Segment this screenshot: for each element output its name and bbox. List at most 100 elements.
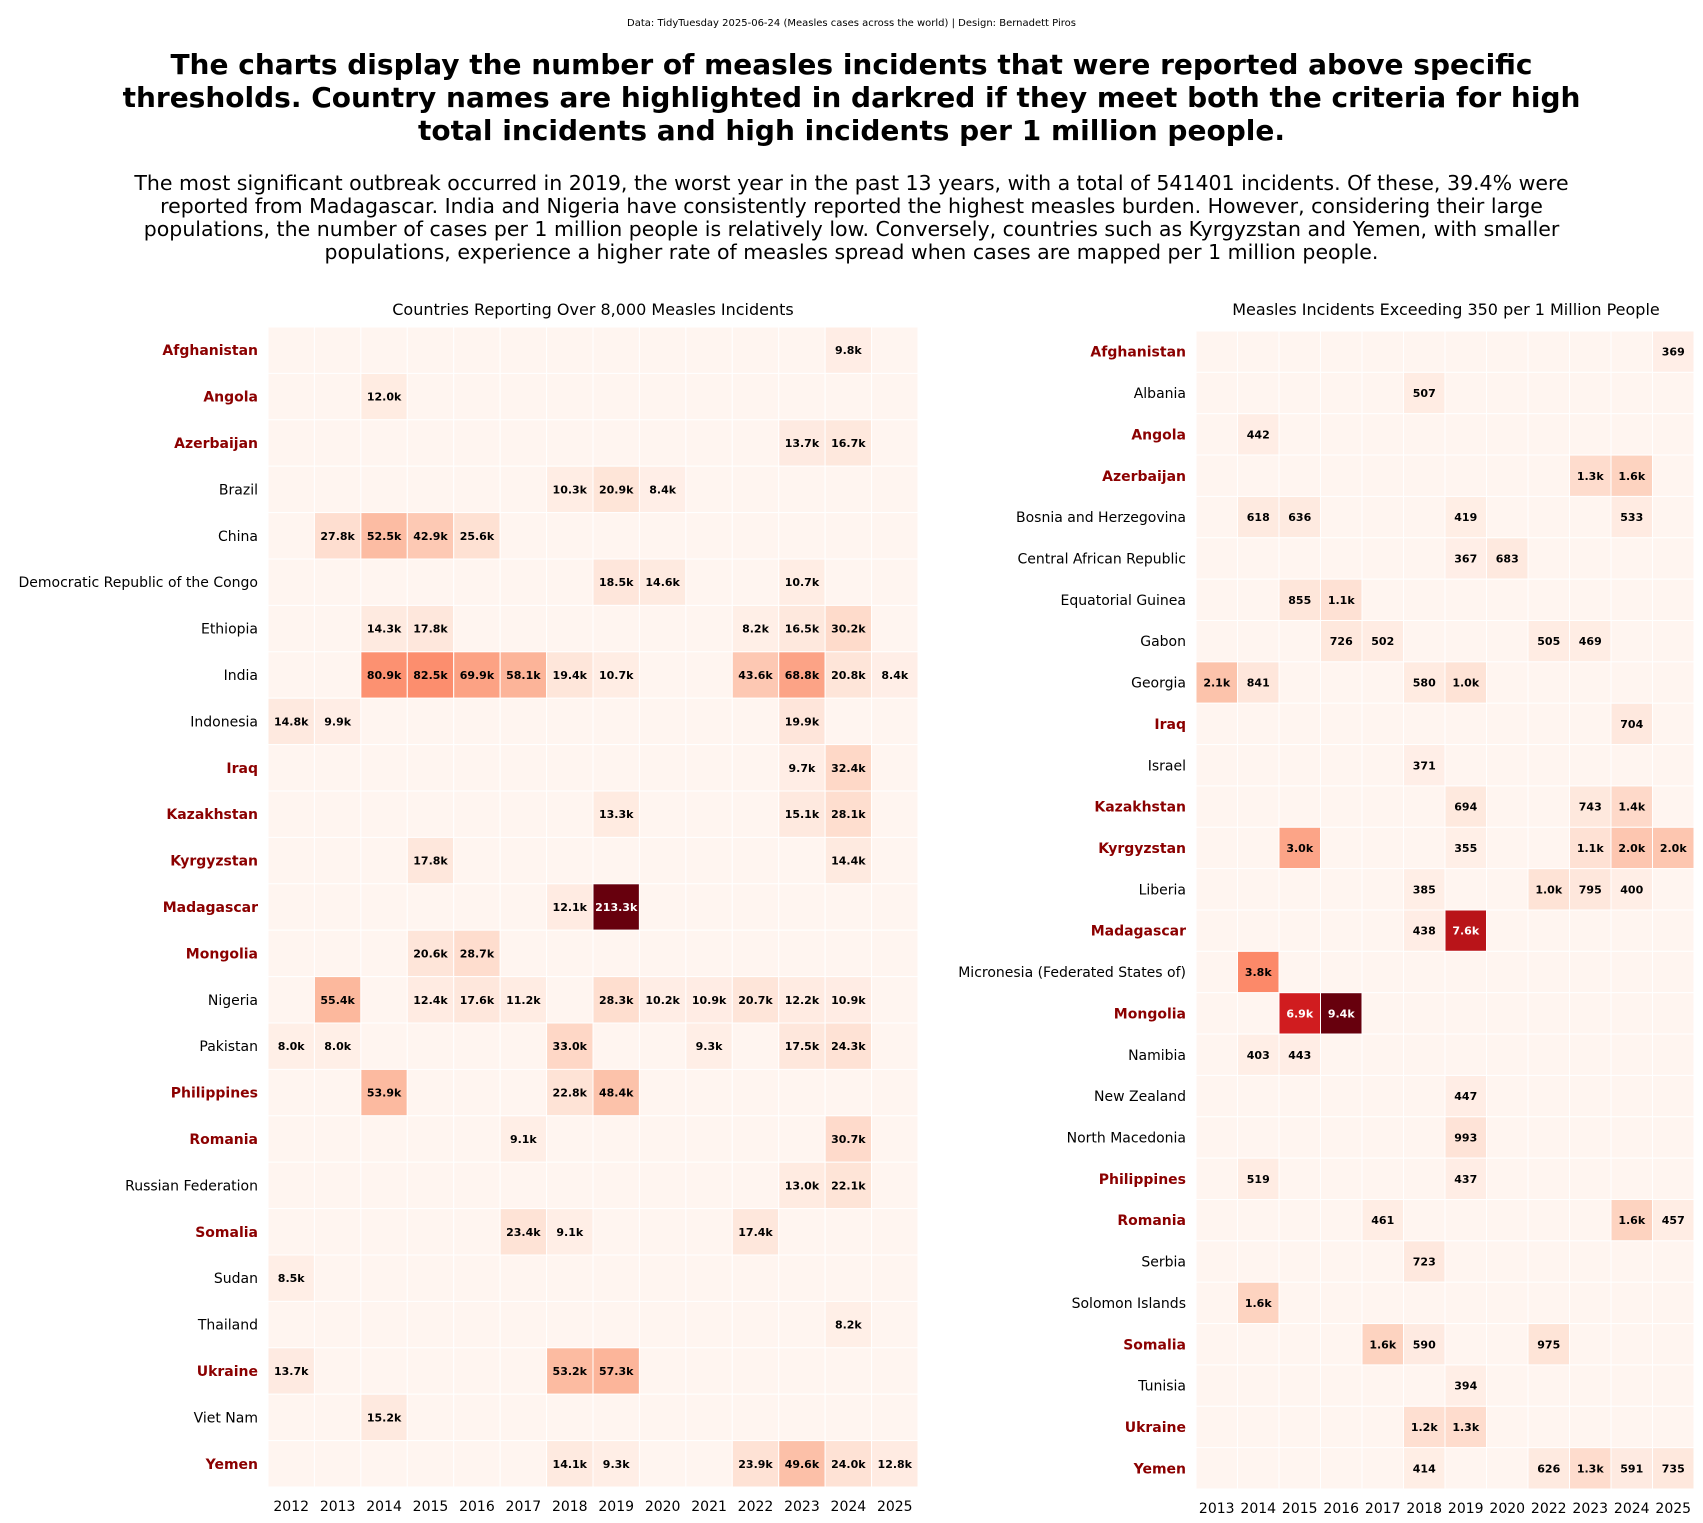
heatmap-cell <box>1278 1116 1321 1159</box>
heatmap-cell <box>1320 454 1363 497</box>
row-label: Namibia <box>1128 1048 1186 1064</box>
heatmap-cell <box>1569 1281 1612 1325</box>
heatmap-cell <box>1237 785 1280 828</box>
heatmap-cell <box>1610 1240 1653 1283</box>
heatmap-cell <box>778 883 826 931</box>
row-label: Serbia <box>1141 1255 1186 1271</box>
row-label: Brazil <box>219 482 258 498</box>
heatmap-cell <box>1486 661 1529 704</box>
heatmap-cell <box>1444 1116 1487 1159</box>
heatmap-cell <box>1652 950 1695 994</box>
heatmap-cell <box>1527 620 1570 663</box>
cell-value-label: 447 <box>1454 1090 1477 1103</box>
x-tick-label: 2013 <box>1199 1501 1235 1517</box>
heatmap-cell <box>1237 1199 1280 1242</box>
heatmap-cell <box>1237 992 1280 1035</box>
heatmap-cell <box>1610 1323 1653 1366</box>
heatmap-cell <box>1237 413 1280 456</box>
row-label: Kazakhstan <box>1094 800 1186 816</box>
row-label: Tunisia <box>1137 1379 1186 1395</box>
heatmap-cell <box>824 697 873 746</box>
row-label: Sudan <box>214 1271 258 1287</box>
heatmap-cell <box>1486 1281 1529 1325</box>
heatmap-cell <box>1652 620 1695 663</box>
heatmap-cell <box>1652 330 1695 373</box>
x-tick-label: 2016 <box>459 1499 495 1515</box>
heatmap-cell <box>1486 1074 1529 1118</box>
heatmap-cell <box>499 836 548 885</box>
heatmap-cell <box>1652 1199 1695 1242</box>
heatmap-cell <box>546 1068 594 1117</box>
heatmap-cell <box>685 883 733 931</box>
heatmap-cell <box>546 1347 594 1395</box>
heatmap-cell <box>778 651 826 699</box>
heatmap-cell <box>453 465 501 514</box>
cell-value-label: 8.0k <box>278 1040 305 1053</box>
heatmap-cell <box>1195 1323 1238 1366</box>
heatmap-cell <box>1361 578 1404 622</box>
heatmap-cell <box>313 651 362 699</box>
heatmap-cell <box>1610 1405 1653 1449</box>
cell-value-label: 505 <box>1537 635 1560 648</box>
heatmap-cell <box>1195 1240 1238 1283</box>
heatmap-cell <box>1444 330 1487 373</box>
heatmap-cell <box>1569 1323 1612 1366</box>
heatmap-cell <box>1320 1405 1363 1449</box>
x-tick-label: 2019 <box>598 1499 634 1515</box>
row-label: Yemen <box>205 1457 258 1473</box>
heatmap-cell <box>1527 495 1570 539</box>
heatmap-cell <box>1361 371 1404 415</box>
heatmap-cell <box>871 836 919 885</box>
row-label: Russian Federation <box>125 1178 258 1194</box>
heatmap-cell <box>1444 1157 1487 1200</box>
heatmap-cell <box>1237 578 1280 622</box>
heatmap-cell <box>1237 1364 1280 1407</box>
heatmap-cell <box>731 1300 780 1349</box>
heatmap-cell <box>1361 1116 1404 1159</box>
heatmap-cell <box>1320 1281 1363 1325</box>
row-label: Central African Republic <box>1017 551 1186 567</box>
heatmap-cell <box>1444 1323 1487 1366</box>
heatmap-cell <box>1444 950 1487 994</box>
heatmap-cell <box>1610 537 1653 580</box>
heatmap-cell <box>1195 744 1238 787</box>
heatmap-cell <box>267 1300 315 1349</box>
heatmap-cell <box>1486 620 1529 663</box>
heatmap-cell <box>1278 1199 1321 1242</box>
heatmap-cell <box>1320 950 1363 994</box>
heatmap-cell <box>313 419 362 467</box>
row-label: Philippines <box>171 1086 258 1102</box>
row-label: Kazakhstan <box>166 807 258 823</box>
heatmap-cell <box>1195 1281 1238 1325</box>
cell-value-label: 367 <box>1454 552 1477 565</box>
heatmap-cell <box>638 512 687 560</box>
heatmap-cell <box>824 1254 873 1302</box>
cell-value-label: 28.7k <box>460 947 495 960</box>
heatmap-cell <box>360 836 408 885</box>
heatmap-cell <box>638 1161 687 1210</box>
heatmap-cell <box>824 419 873 467</box>
heatmap-cell <box>1237 702 1280 746</box>
cell-value-label: 68.8k <box>785 669 820 682</box>
heatmap-cell <box>546 1300 594 1349</box>
heatmap-cell <box>685 1208 733 1256</box>
heatmap-cell <box>267 1347 315 1395</box>
heatmap-cell <box>871 651 919 699</box>
heatmap-cell <box>1527 371 1570 415</box>
heatmap-cell <box>592 465 640 514</box>
heatmap-cell <box>1320 1033 1363 1076</box>
heatmap-cell <box>1237 826 1280 870</box>
heatmap-cell <box>546 1022 594 1070</box>
cell-value-label: 683 <box>1496 552 1519 565</box>
heatmap-cell <box>1527 702 1570 746</box>
row-label: Nigeria <box>208 993 258 1009</box>
heatmap-cell <box>592 419 640 467</box>
heatmap-cell <box>1195 868 1238 911</box>
heatmap-cell <box>1486 1240 1529 1283</box>
heatmap-cell <box>453 1115 501 1163</box>
heatmap-cell <box>1527 454 1570 497</box>
row-label: Georgia <box>1131 676 1186 692</box>
heatmap-cell <box>1486 371 1529 415</box>
cell-value-label: 9.7k <box>789 762 816 775</box>
